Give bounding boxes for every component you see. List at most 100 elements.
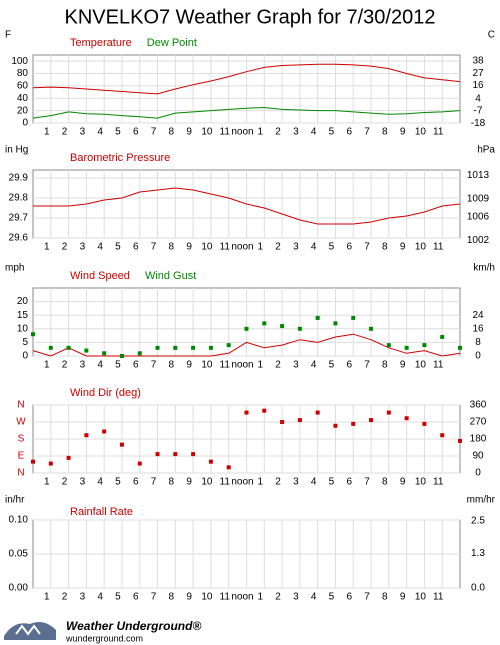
x-tick-label: 7 [151, 477, 157, 488]
x-tick-label: 7 [364, 477, 370, 488]
y2-tick-label: 4 [475, 93, 481, 104]
x-tick-label: 9 [400, 360, 406, 371]
point [226, 343, 231, 348]
x-tick-label: 1 [44, 127, 50, 138]
x-tick-label: 1 [44, 242, 50, 253]
y2-tick-label: 27 [472, 68, 484, 79]
x-tick-label: 2 [275, 127, 281, 138]
x-tick-label: 9 [400, 477, 406, 488]
x-tick-label: 10 [201, 477, 213, 488]
x-tick-label: 2 [275, 242, 281, 253]
point [48, 345, 53, 350]
y-tick-label: 29.6 [9, 233, 29, 244]
x-tick-label: 11 [220, 360, 231, 371]
point [369, 418, 374, 423]
y-tick-label: 100 [11, 56, 28, 67]
y2-tick-label: 1013 [467, 170, 490, 181]
point [315, 315, 320, 320]
legend-entry: Wind Dir (deg) [70, 387, 141, 399]
x-tick-label: 11 [220, 242, 231, 253]
x-tick-label: 7 [364, 360, 370, 371]
x-tick-label: 11 [220, 477, 231, 488]
x-tick-label: 9 [186, 477, 192, 488]
x-tick-label: 10 [415, 242, 427, 253]
x-tick-label: 8 [169, 242, 175, 253]
x-tick-label: 11 [220, 592, 231, 603]
point [280, 420, 285, 424]
point [297, 326, 302, 331]
y-tick-label: 40 [17, 93, 29, 104]
x-tick-label: 2 [275, 360, 281, 371]
y-tick-label: 10 [17, 323, 29, 334]
x-tick-label: 6 [133, 477, 139, 488]
point [119, 442, 124, 447]
x-tick-label: 9 [186, 360, 192, 371]
point [351, 421, 356, 426]
y2-tick-label: 0 [475, 468, 481, 479]
x-tick-label: 6 [133, 360, 139, 371]
x-tick-label: 11 [433, 477, 444, 488]
x-tick-label: 3 [293, 592, 299, 603]
legend-entry: Wind Speed [70, 270, 130, 282]
series-line [33, 187, 461, 225]
x-tick-label: 9 [186, 592, 192, 603]
x-tick-label: 4 [97, 127, 103, 138]
y-tick-label: 0 [22, 118, 28, 129]
x-tick-label: 6 [346, 127, 352, 138]
x-tick-label: 4 [97, 477, 103, 488]
x-tick-label: 1 [258, 242, 264, 253]
point [137, 351, 142, 356]
point [386, 410, 391, 415]
x-tick-label: 10 [415, 592, 427, 603]
point [102, 351, 107, 356]
y-tick-label: 60 [17, 81, 29, 92]
y2-tick-label: -7 [474, 106, 483, 117]
x-tick-label: 5 [115, 242, 121, 253]
x-tick-label: 2 [62, 592, 68, 603]
point [208, 459, 213, 464]
brand-url: wunderground.com [65, 633, 143, 643]
x-tick-label: 2 [62, 360, 68, 371]
x-tick-label: 5 [329, 360, 335, 371]
point [31, 459, 35, 464]
point [191, 345, 196, 350]
y2-axis-label: C [488, 30, 495, 41]
y-axis-label: F [5, 30, 11, 41]
point [280, 324, 285, 329]
x-tick-label: 4 [97, 592, 103, 603]
compass-label: N [17, 400, 24, 411]
x-tick-label: 9 [400, 242, 406, 253]
y-tick-label: 29.7 [9, 213, 29, 224]
point [119, 354, 124, 358]
x-tick-label: 6 [346, 477, 352, 488]
point [404, 416, 409, 421]
point [440, 334, 445, 339]
y2-axis-label: mm/hr [467, 495, 496, 506]
point [173, 452, 178, 457]
y2-tick-label: 270 [470, 417, 487, 428]
compass-label: E [18, 451, 25, 462]
x-tick-label: 8 [382, 592, 388, 603]
x-tick-label: 7 [151, 127, 157, 138]
compass-label: S [18, 434, 25, 445]
x-tick-label: 3 [293, 360, 299, 371]
x-tick-label: 8 [169, 127, 175, 138]
y2-tick-label: -18 [471, 118, 486, 129]
point [208, 345, 213, 350]
x-tick-label: 5 [329, 242, 335, 253]
x-tick-label: 10 [415, 477, 427, 488]
x-tick-label: 10 [201, 242, 213, 253]
x-tick-label: 3 [293, 242, 299, 253]
x-tick-label: 10 [201, 127, 213, 138]
x-tick-label: 1 [258, 360, 264, 371]
y-tick-label: 15 [17, 310, 29, 321]
compass-label: N [17, 468, 24, 479]
x-tick-label: 2 [62, 242, 68, 253]
x-tick-label: 7 [151, 360, 157, 371]
y2-axis-label: hPa [477, 145, 495, 156]
x-tick-label: 6 [346, 592, 352, 603]
x-tick-label: 9 [186, 242, 192, 253]
y-tick-label: 20 [17, 105, 29, 116]
x-tick-label: 4 [97, 242, 103, 253]
y-tick-label: 29.9 [9, 173, 29, 184]
